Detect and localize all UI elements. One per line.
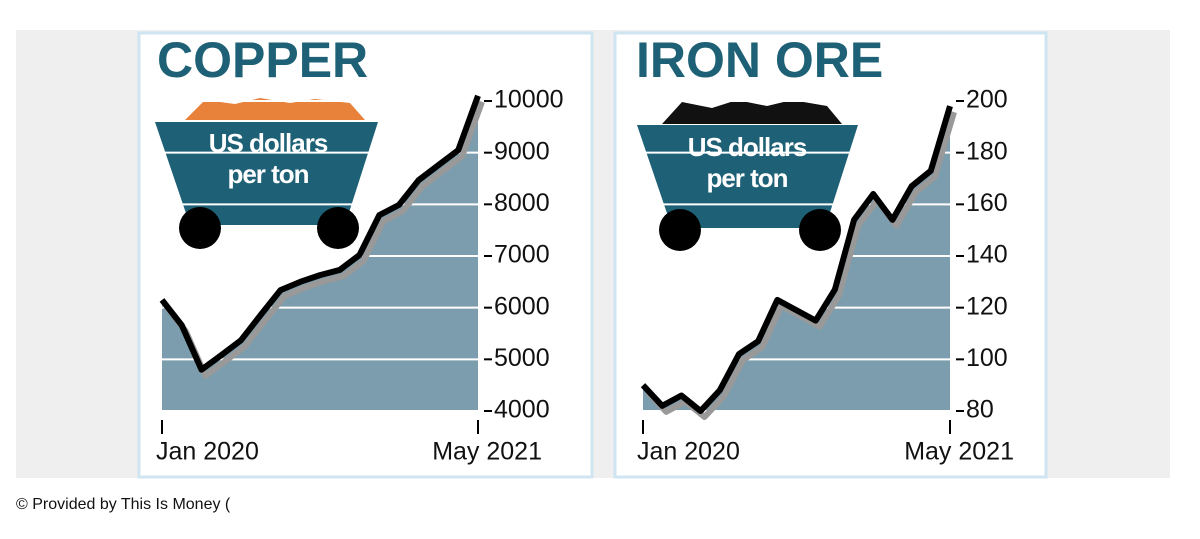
y-tick-label: 200 <box>966 86 1008 114</box>
y-tick-label: 160 <box>966 189 1008 217</box>
line <box>159 94 481 373</box>
caption: © Provided by This Is Money ( <box>16 496 231 513</box>
wheel-icon <box>317 207 359 249</box>
ore-icon <box>185 98 365 120</box>
line <box>640 105 953 414</box>
y-tick-label: 6000 <box>494 292 550 320</box>
wheel-icon <box>179 207 221 249</box>
area <box>643 106 950 412</box>
x-tick-label: Jan 2020 <box>156 438 259 466</box>
x-tick-label: May 2021 <box>904 438 1014 466</box>
ore-icon <box>662 100 842 124</box>
y-tick-label: 80 <box>966 396 994 424</box>
line-shadow <box>163 100 485 379</box>
wheel-icon <box>799 209 841 251</box>
y-tick-label: 100 <box>966 344 1008 372</box>
cart-icon <box>637 125 858 228</box>
x-tick-label: Jan 2020 <box>637 438 740 466</box>
wheel-icon <box>659 209 701 251</box>
chart-title: IRON ORE <box>636 32 883 88</box>
y-tick-label: 10000 <box>494 86 564 114</box>
y-tick-label: 4000 <box>494 396 550 424</box>
y-tick-label: 120 <box>966 292 1008 320</box>
y-tick-label: 8000 <box>494 189 550 217</box>
unit-label: US dollars per ton <box>208 128 329 189</box>
y-tick-label: 180 <box>966 137 1008 165</box>
chart-title: COPPER <box>157 32 368 88</box>
area <box>162 95 478 411</box>
unit-label: US dollars per ton <box>687 132 808 193</box>
y-tick-label: 7000 <box>494 241 550 269</box>
cart-icon <box>155 122 378 225</box>
y-tick-label: 5000 <box>494 344 550 372</box>
y-tick-label: 9000 <box>494 137 550 165</box>
y-tick-label: 140 <box>966 241 1008 269</box>
x-tick-label: May 2021 <box>432 438 542 466</box>
